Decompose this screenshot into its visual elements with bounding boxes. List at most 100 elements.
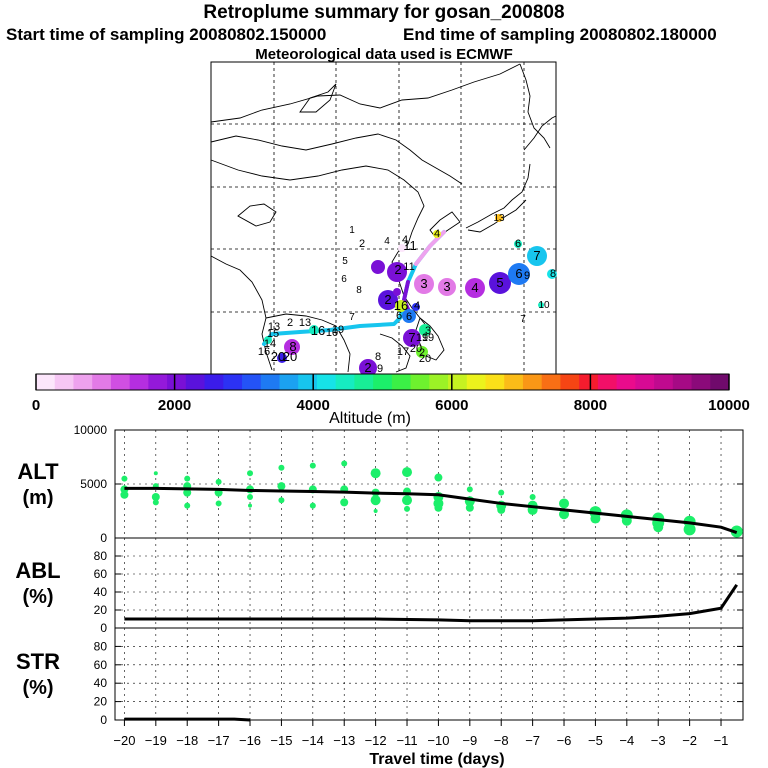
altitude-point (559, 498, 570, 509)
cluster-label: 8 (375, 351, 381, 363)
cluster-label: 1 (349, 225, 355, 236)
x-tick-label: −7 (525, 733, 540, 748)
y-tick-label: 60 (94, 658, 108, 672)
cluster-label: 11 (403, 238, 417, 253)
plume-cluster (438, 278, 456, 296)
cluster-label: 7 (349, 312, 355, 323)
timeseries-panels: 0 5000 10000 ALT (m) 0 20 40 60 80 ABL (%) 0 20 40 60 80… (15, 423, 744, 768)
cluster-label: 6 (341, 274, 347, 285)
cluster-label: 2 (384, 292, 391, 307)
x-tick-label: −10 (427, 733, 449, 748)
altitude-point (434, 473, 443, 482)
colorbar-swatch (541, 374, 561, 390)
end-time-label: End time of sampling 20080802.180000 (403, 25, 717, 44)
y-tick-label: 40 (94, 585, 108, 599)
cluster-label: 6 (515, 266, 522, 281)
colorbar-swatch (504, 374, 524, 390)
altitude-point (497, 505, 506, 514)
plume-cluster (359, 359, 377, 377)
altitude-point (184, 475, 191, 482)
cluster-label: 10 (326, 327, 338, 339)
colorbar-swatch (485, 374, 505, 390)
cluster-label: 9 (524, 270, 530, 282)
altitude-point (529, 493, 536, 500)
plume-cluster (495, 214, 503, 222)
colorbar-swatch (36, 374, 56, 390)
cluster-label: 13 (493, 213, 505, 224)
cluster-label: 3 (420, 276, 427, 291)
colorbar-swatch (335, 374, 355, 390)
colorbar-swatch (110, 374, 131, 390)
cluster-label: 19 (332, 324, 344, 336)
panel-label-abl: ABL (15, 558, 60, 583)
plume-cluster (547, 269, 557, 279)
colorbar-swatch (597, 374, 618, 390)
panel-unit-alt: (m) (22, 487, 53, 509)
colorbar-swatch (298, 374, 318, 390)
colorbar-swatch (316, 374, 337, 390)
plume-cluster (371, 260, 385, 274)
plume-cluster (416, 346, 428, 358)
chart-title: Retroplume summary for gosan_200808 (203, 2, 565, 23)
y-tick-label: 20 (94, 695, 108, 709)
cluster-label: 7 (533, 248, 540, 263)
cluster-label: 13 (268, 321, 280, 333)
altitude-point (247, 493, 254, 500)
cluster-label: 6 (396, 310, 402, 322)
colorbar-swatch (260, 374, 280, 390)
x-tick-label: −1 (714, 733, 729, 748)
altitude-point (277, 482, 286, 491)
colorbar-tick-label: 4000 (297, 397, 330, 414)
colorbar-swatch (204, 374, 224, 390)
y-tick-label: 0 (100, 621, 107, 635)
str-line (124, 717, 251, 722)
x-tick-label: −13 (333, 733, 355, 748)
colorbar-swatch (54, 374, 74, 390)
y-tick-label: 0 (100, 713, 107, 727)
altitude-point (278, 497, 285, 504)
x-tick-label: −12 (365, 733, 387, 748)
colorbar-swatch (616, 374, 636, 390)
altitude-point (466, 486, 473, 493)
altitude-point (248, 503, 253, 508)
altitude-point (120, 490, 129, 499)
altitude-point (340, 498, 349, 507)
x-tick-label: −18 (176, 733, 198, 748)
x-tick-label: −20 (113, 733, 135, 748)
map-graticule (211, 62, 556, 374)
colorbar-swatch (373, 374, 393, 390)
x-tick-label: −6 (557, 733, 572, 748)
altitude-point (183, 488, 192, 497)
altitude-point (152, 499, 159, 506)
altitude-point (402, 495, 413, 506)
cluster-label: 17 (397, 346, 409, 358)
colorbar-swatch (223, 374, 243, 390)
cluster-label: 4 (384, 236, 390, 247)
plume-cluster (395, 300, 407, 312)
cluster-label: 16 (394, 298, 408, 313)
altitude-point (653, 522, 664, 533)
plume-cluster (403, 329, 421, 347)
colorbar-swatch (654, 374, 674, 390)
altitude-point (559, 509, 570, 520)
panel-unit-abl: (%) (22, 586, 53, 608)
x-tick-label: −3 (651, 733, 666, 748)
cluster-label: 5 (496, 275, 503, 290)
y-tick-label: 80 (94, 549, 108, 563)
plume-cluster (284, 339, 300, 355)
colorbar-swatch (466, 374, 487, 390)
altitude-point (404, 505, 411, 512)
altitude-point (370, 468, 381, 479)
plume-cluster (378, 290, 398, 310)
panel-frame-str (114, 627, 744, 721)
cluster-label: 13 (299, 317, 311, 329)
colorbar-swatch (129, 374, 149, 390)
y-tick-label: 0 (100, 531, 107, 545)
x-tick-label: −9 (462, 733, 477, 748)
plume-cluster (527, 246, 547, 266)
x-tick-label: −16 (239, 733, 261, 748)
y-tick-label: 5000 (80, 477, 107, 491)
colorbar-swatch (429, 374, 449, 390)
cluster-label: 4 (402, 234, 408, 246)
met-data-label: Meteorological data used is ECMWF (255, 46, 513, 63)
